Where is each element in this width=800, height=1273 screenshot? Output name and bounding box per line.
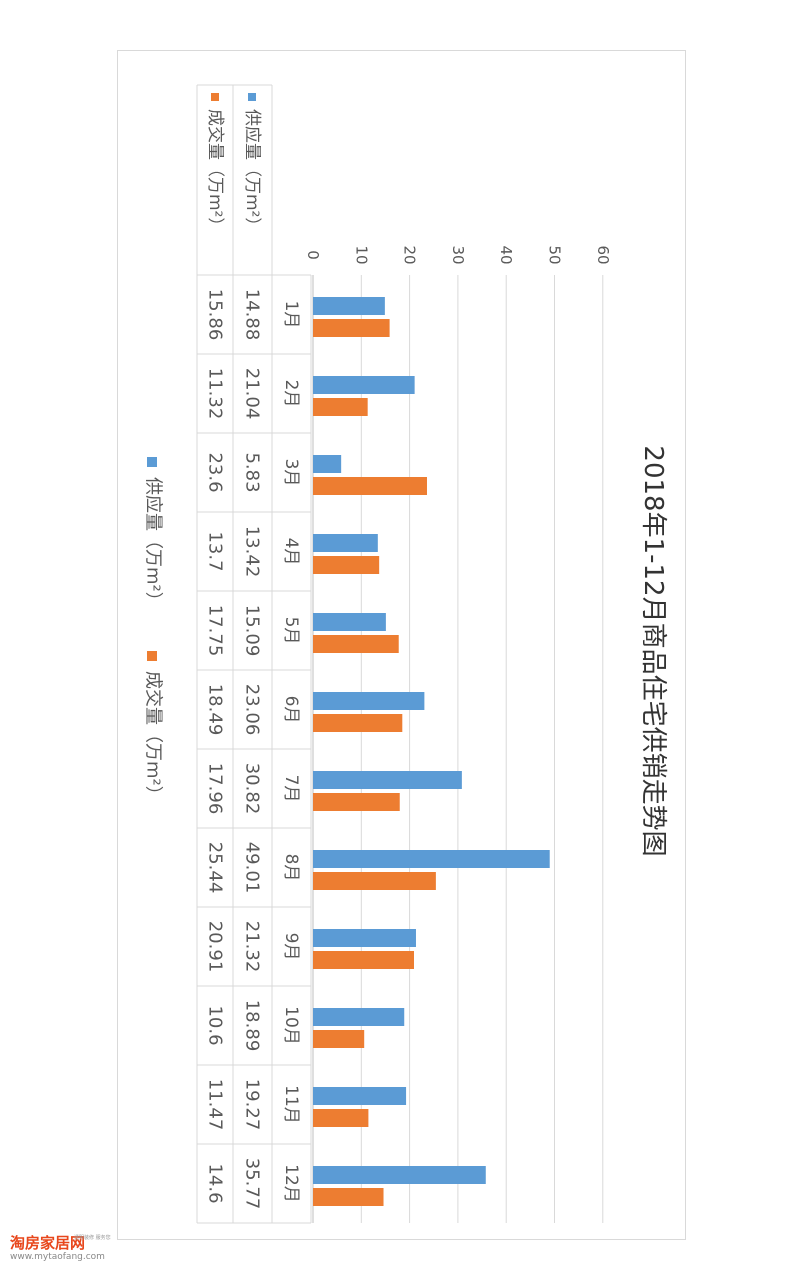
sales-value: 11.32 (205, 368, 226, 420)
site-logo: 淘房家居网 透明装修 服务您 www.mytaofang.com (10, 1232, 140, 1268)
sales-row-header: 成交量（万m²） (205, 109, 225, 234)
sales-bar (313, 1109, 369, 1127)
supply-value: 15.09 (242, 605, 263, 657)
logo-slogan: 透明装修 服务您 (74, 1235, 111, 1241)
sales-bar (313, 714, 403, 732)
category-label: 9月 (281, 933, 301, 961)
sales-bar (313, 635, 399, 653)
legend-label-supply: 供应量（万m²） (143, 477, 164, 610)
supply-bar (313, 534, 378, 552)
plot-area (312, 275, 604, 1223)
legend-key-sales (147, 651, 157, 661)
sales-bar (313, 398, 368, 416)
sales-value: 15.86 (205, 289, 226, 341)
chart-frame: 0 10 20 30 40 50 60 1月 2月 3月 4月 5月 6月 7月 8月 9月 10月 11月 12月… (117, 50, 686, 1240)
supply-bar (313, 1008, 405, 1026)
y-tick-label: 10 (352, 245, 370, 264)
category-label: 1月 (281, 301, 301, 329)
legend (147, 457, 157, 661)
supply-value: 13.42 (242, 526, 263, 578)
supply-value: 5.83 (242, 452, 263, 492)
legend-key-supply (147, 457, 157, 467)
supply-value: 21.32 (242, 921, 263, 973)
supply-value: 23.06 (242, 684, 263, 736)
y-tick-label: 60 (594, 245, 612, 264)
sales-value: 23.6 (205, 452, 226, 492)
supply-bar (313, 1166, 486, 1184)
y-tick-label: 20 (401, 245, 419, 264)
category-label: 12月 (281, 1164, 301, 1203)
sales-bar (313, 951, 414, 969)
supply-bar (313, 455, 342, 473)
supply-bar (313, 376, 415, 394)
sales-value: 20.91 (205, 921, 226, 973)
chart-title: 2018年1-12月商品住宅供销走势图 (638, 445, 668, 856)
category-label: 4月 (281, 538, 301, 566)
legend-label-sales: 成交量（万m²） (143, 671, 164, 804)
supply-bar (313, 1087, 407, 1105)
data-table (196, 84, 312, 1224)
supply-row-header: 供应量（万m²） (242, 109, 262, 234)
sales-bar (313, 793, 400, 811)
supply-legend-key (248, 93, 256, 101)
supply-value: 49.01 (242, 842, 263, 894)
sales-value: 14.6 (205, 1163, 226, 1203)
supply-bar (313, 850, 550, 868)
sales-value: 11.47 (205, 1079, 226, 1131)
supply-value: 14.88 (242, 289, 263, 341)
category-label: 8月 (281, 854, 301, 882)
sales-bar (313, 556, 380, 574)
supply-value: 18.89 (242, 1000, 263, 1052)
supply-bar (313, 613, 386, 631)
sales-bar (313, 1030, 365, 1048)
sales-value: 17.75 (205, 605, 226, 657)
sales-legend-key (211, 93, 219, 101)
y-tick-label: 0 (304, 250, 322, 260)
supply-bar (313, 771, 462, 789)
supply-bar (313, 297, 385, 315)
category-label: 11月 (281, 1085, 301, 1124)
y-tick-label: 40 (497, 245, 515, 264)
sales-value: 13.7 (205, 531, 226, 571)
supply-value: 21.04 (242, 368, 263, 420)
supply-bar (313, 929, 416, 947)
logo-name: 淘房家居网 (10, 1234, 86, 1252)
sales-bar (313, 1188, 384, 1206)
supply-value: 35.77 (242, 1158, 263, 1210)
sales-value: 10.6 (205, 1005, 226, 1045)
sales-bar (313, 872, 436, 890)
sales-value: 25.44 (205, 842, 226, 894)
supply-value: 30.82 (242, 763, 263, 815)
category-label: 6月 (281, 696, 301, 724)
y-tick-label: 50 (546, 245, 564, 264)
supply-value: 19.27 (242, 1079, 263, 1131)
chart-svg: 0 10 20 30 40 50 60 1月 2月 3月 4月 5月 6月 7月 8月 9月 10月 11月 12月… (143, 84, 668, 1224)
category-label: 3月 (281, 459, 301, 487)
category-label: 5月 (281, 617, 301, 645)
supply-bar (313, 692, 425, 710)
sales-bar (313, 319, 390, 337)
sales-bar (313, 477, 427, 495)
category-label: 7月 (281, 775, 301, 803)
category-label: 10月 (281, 1006, 301, 1045)
sales-value: 18.49 (205, 684, 226, 736)
y-tick-label: 30 (449, 245, 467, 264)
category-label: 2月 (281, 380, 301, 408)
logo-url: www.mytaofang.com (10, 1252, 105, 1262)
sales-value: 17.96 (205, 763, 226, 815)
